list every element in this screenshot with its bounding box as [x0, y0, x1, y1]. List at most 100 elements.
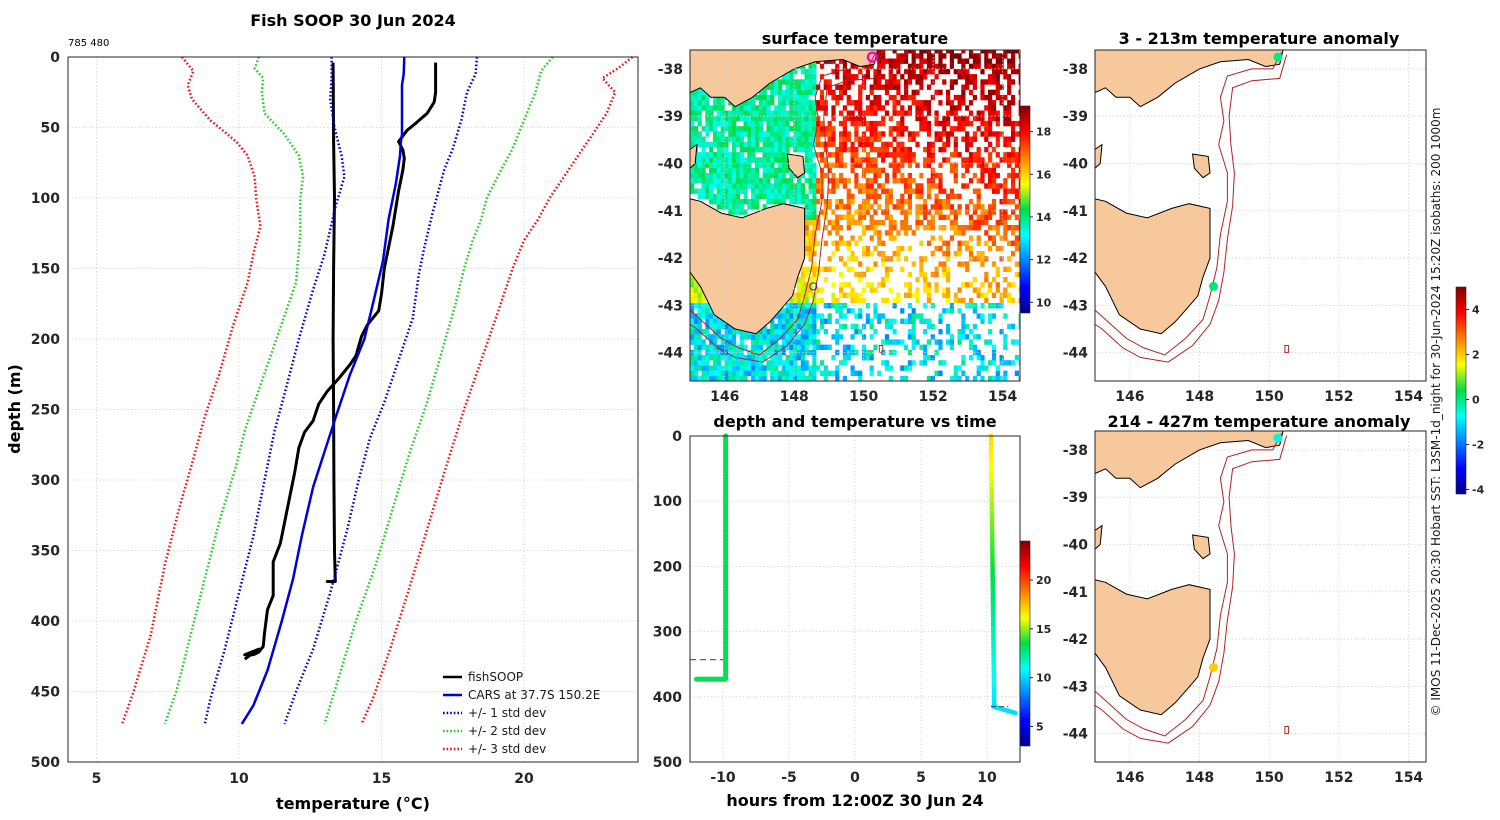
sst-pixel	[739, 375, 744, 381]
sst-pixel	[934, 199, 939, 205]
sst-pixel	[926, 287, 932, 293]
sst-pixel	[751, 126, 756, 132]
sst-pixel	[984, 162, 989, 168]
sst-pixel	[980, 110, 985, 116]
sst-pixel	[804, 157, 809, 163]
sst-pixel	[758, 126, 763, 132]
legend-label: fishSOOP	[468, 670, 523, 684]
anomaly-shallow-y-tick: -41	[1063, 204, 1088, 220]
sst-pixel	[850, 297, 855, 304]
sst-pixel	[789, 339, 794, 345]
sst-pixel	[946, 50, 951, 54]
sst-pixel	[919, 115, 924, 122]
sst-pixel	[926, 225, 932, 231]
sst-pixel	[690, 110, 695, 116]
anomaly-shallow-landmass	[1095, 198, 1211, 335]
sst-pixel	[793, 105, 798, 111]
sst-pixel	[808, 214, 813, 220]
sst-pixel	[858, 141, 863, 148]
sst-pixel	[892, 204, 897, 210]
sst-pixel	[896, 110, 901, 116]
sst-pixel	[793, 323, 798, 330]
sst-pixel	[804, 308, 809, 314]
sst-pixel	[965, 157, 970, 163]
anomaly-shallow-y-tick: -38	[1063, 62, 1088, 78]
sst-pixel	[961, 370, 966, 376]
sst-pixel	[861, 74, 867, 80]
anomaly-deep-y-tick: -43	[1063, 679, 1088, 695]
sst-pixel	[991, 204, 997, 210]
sst-pixel	[877, 68, 882, 75]
sst-pixel	[965, 146, 970, 153]
sst-pixel	[693, 136, 698, 142]
sst-pixel	[831, 152, 836, 158]
sst-pixel	[800, 136, 805, 142]
sst-pixel	[728, 110, 733, 116]
sst-pixel	[735, 162, 741, 168]
sst-pixel	[732, 365, 737, 371]
sst-pixel	[968, 251, 974, 257]
sst-pixel	[823, 199, 828, 205]
sst-pixel	[709, 126, 714, 132]
sst-pixel	[812, 152, 817, 158]
sst-pixel	[865, 136, 870, 142]
anomaly-deep-title: 214 - 427m temperature anomaly	[1108, 412, 1411, 431]
sst-pixel	[781, 157, 786, 163]
sst-pixel	[904, 146, 909, 153]
sst-pixel	[762, 334, 767, 340]
sst-pixel	[976, 225, 981, 231]
sst-pixel	[800, 287, 805, 293]
sst-pixel	[827, 204, 832, 210]
sst-pixel	[777, 334, 783, 340]
sst-pixel	[991, 110, 997, 116]
profile-series-line	[323, 56, 554, 725]
sst-pixel	[755, 105, 760, 111]
sst-pixel	[972, 94, 977, 101]
sst-pixel	[1007, 152, 1012, 158]
sst-pixel	[865, 94, 870, 101]
sst-pixel	[980, 162, 985, 168]
sst-pixel	[1018, 178, 1020, 184]
sst-pixel	[854, 115, 859, 122]
sst-pixel	[972, 172, 977, 179]
sst-pixel	[949, 105, 954, 111]
sst-pixel	[999, 131, 1004, 137]
sst-pixel	[709, 157, 714, 163]
sst-pixel	[1018, 375, 1020, 381]
sst-pixel	[930, 355, 935, 361]
sst-pixel	[896, 256, 901, 262]
sst-pixel	[980, 84, 985, 90]
sst-pixel	[789, 105, 794, 111]
sst-pixel	[812, 339, 817, 345]
sst-pixel	[942, 115, 947, 122]
sst-pixel	[712, 131, 718, 137]
sst-pixel	[712, 152, 718, 158]
sst-pixel	[846, 355, 851, 361]
sst-pixel	[816, 266, 821, 272]
sst-pixel	[732, 329, 737, 335]
sst-pixel	[976, 334, 981, 340]
sst-pixel	[823, 225, 828, 231]
sst-pixel	[835, 157, 840, 163]
sst-pixel	[766, 183, 771, 189]
sst-pixel	[942, 225, 947, 231]
sst-pixel	[995, 136, 1000, 142]
sst-pixel	[705, 152, 710, 158]
sst-pixel	[968, 355, 974, 361]
sst-pixel	[816, 100, 821, 106]
sst-pixel	[850, 256, 855, 262]
sst-pixel	[884, 110, 890, 116]
sst-pixel	[949, 162, 954, 168]
sst-pixel	[961, 329, 966, 335]
sst-pixel	[831, 131, 836, 137]
sst-pixel	[1018, 225, 1020, 231]
sst-pixel	[766, 141, 771, 148]
sst-y-tick: -42	[658, 251, 683, 267]
anomaly-shallow-landmass	[1095, 50, 1284, 108]
sst-pixel	[800, 375, 805, 381]
anomaly-shallow-landmass	[1095, 143, 1103, 169]
sst-pixel	[724, 334, 729, 340]
sst-pixel	[919, 261, 924, 267]
sst-pixel	[915, 287, 920, 293]
sst-pixel	[995, 183, 1000, 189]
